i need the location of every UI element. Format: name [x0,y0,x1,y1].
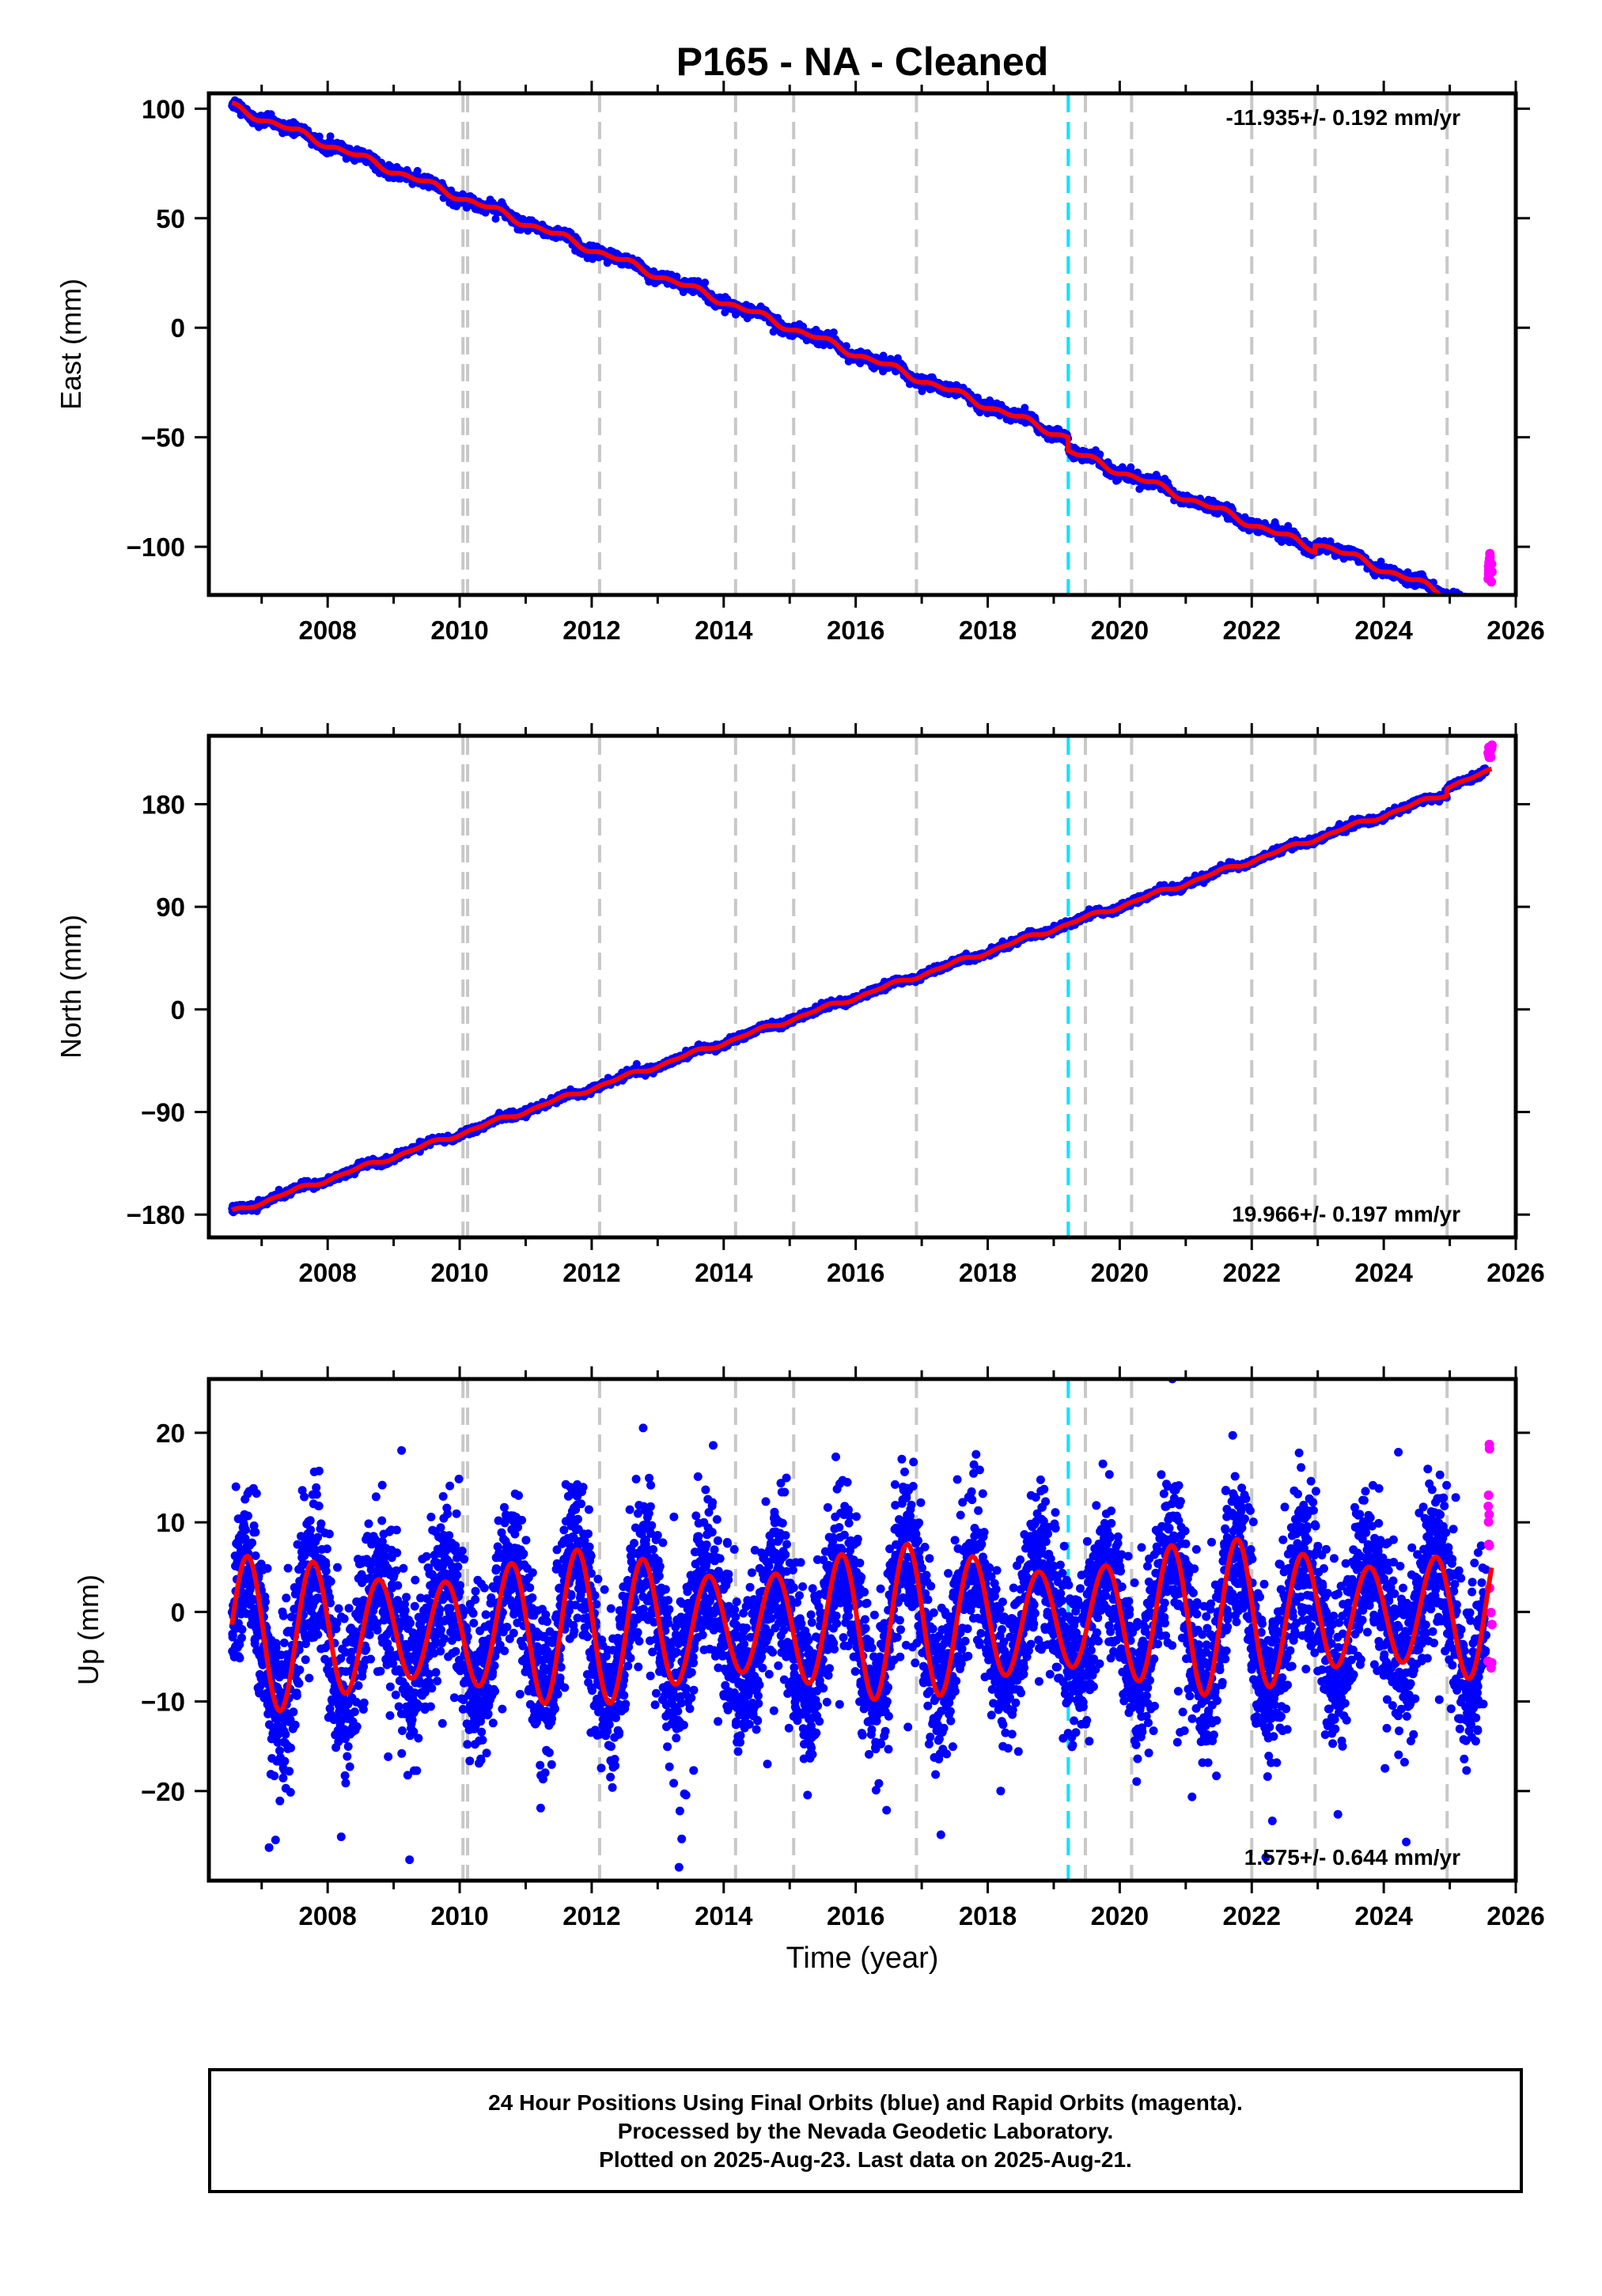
final-orbit-point [1439,596,1447,604]
final-orbit-point [1460,601,1468,609]
final-orbit-point [1481,603,1489,611]
final-orbit-point [1466,601,1474,609]
final-orbit-point [1467,600,1475,608]
x-tick-label: 2018 [959,616,1017,645]
final-orbit-point [1460,604,1468,612]
x-tick-label: 2022 [1223,616,1281,645]
final-orbit-point [1474,600,1482,608]
final-orbit-point [1464,596,1472,604]
final-orbit-point [1469,600,1477,608]
final-orbit-point [1476,602,1484,610]
final-orbit-point [1480,604,1488,612]
final-orbit-point [326,132,335,141]
final-orbit-point [1468,601,1476,609]
east-panel: 2008 2010 2012 2014 2016 2018 2020 2022 2024 2026… [55,81,1545,645]
final-orbit-point [1477,603,1485,611]
final-orbit-point [1464,602,1471,610]
final-orbit-point [1467,599,1475,607]
final-orbit-point [1459,596,1467,604]
final-orbit-point [1472,599,1480,607]
final-orbit-point [1456,597,1464,605]
velocity-rate-label: -11.935+/- 0.192 mm/yr [1225,105,1460,130]
final-orbit-point [1480,599,1488,607]
x-tick-label: 2024 [1354,616,1413,645]
final-orbit-point [1478,602,1486,610]
final-orbit-point [1464,598,1471,606]
final-orbit-point [1473,597,1481,604]
x-tick-label: 2010 [430,616,488,645]
final-orbit-point [1477,603,1485,611]
final-orbit-point [1463,601,1471,609]
final-orbit-point [1464,601,1471,608]
final-orbit-point [1451,597,1459,605]
final-orbit-point [1453,598,1461,606]
final-orbit-point [1465,598,1473,606]
y-tick-label: −100 [127,532,185,562]
x-tick-label: 2008 [298,616,356,645]
final-orbit-point [829,328,838,337]
final-orbit-point [1479,598,1487,606]
final-orbit-point [1482,604,1490,612]
final-orbit-point [1468,597,1475,605]
x-tick-label: 2012 [562,616,620,645]
final-orbit-point [1476,605,1484,613]
x-tick-label: 2026 [1486,616,1544,645]
x-tick-label: 2020 [1091,616,1149,645]
y-tick-label: −50 [141,423,185,453]
rapid-orbit-points [1483,548,1497,587]
y-tick-label: 100 [142,94,185,123]
final-orbit-point [1466,600,1474,608]
final-orbit-point [1468,599,1475,607]
final-orbit-point [1471,600,1479,608]
final-orbit-point [1441,599,1449,607]
final-orbit-point [1475,599,1483,607]
rapid-orbit-point [1485,551,1495,562]
final-orbit-point [1480,598,1488,606]
final-orbit-point [1476,605,1484,613]
x-tick-label: 2014 [695,616,753,645]
final-orbit-point [1447,600,1455,608]
final-orbit-point [1479,604,1487,612]
final-orbit-point [1471,601,1479,609]
final-orbit-point [1455,597,1463,604]
final-orbit-point [1474,601,1482,608]
rapid-orbit-point [1484,573,1494,583]
final-orbit-point [1471,601,1479,609]
final-orbit-point [1481,605,1489,613]
final-orbit-point [1472,603,1480,611]
final-orbit-point [1462,601,1470,609]
final-orbit-point [1471,598,1479,606]
final-orbit-point [1482,607,1490,615]
final-orbit-point [1479,599,1486,607]
final-orbit-point [1475,604,1483,612]
north-panel: 2008 2010 2012 2014 2016 2018 2020 2022 2024 2026… [55,723,1545,1287]
y-axis-label: East (mm) [55,278,87,410]
figure-title: P165 - NA - Cleaned [676,40,1049,84]
final-orbit-point [1469,603,1477,611]
final-orbit-point [1473,603,1481,611]
final-orbit-point [1478,604,1486,612]
x-tick-label: 2016 [827,616,884,645]
final-orbit-point [1460,601,1468,608]
final-orbit-point [1470,602,1478,610]
final-orbit-point [413,167,422,175]
final-orbit-point [1471,602,1479,610]
final-orbit-point [1468,597,1476,604]
model-fit-line [231,100,1445,595]
final-orbit-point [701,278,710,287]
final-orbit-point [1475,602,1483,610]
final-orbit-point [491,214,500,223]
final-orbit-point [1452,597,1460,604]
final-orbit-point [1451,597,1459,604]
final-orbit-point [1479,602,1486,610]
final-orbit-point [1456,597,1464,604]
final-orbit-point [1461,606,1469,614]
final-orbit-point [1463,600,1471,608]
final-orbit-point [1464,599,1472,607]
y-tick-label: 0 [171,313,185,343]
y-tick-label: 50 [156,204,185,233]
